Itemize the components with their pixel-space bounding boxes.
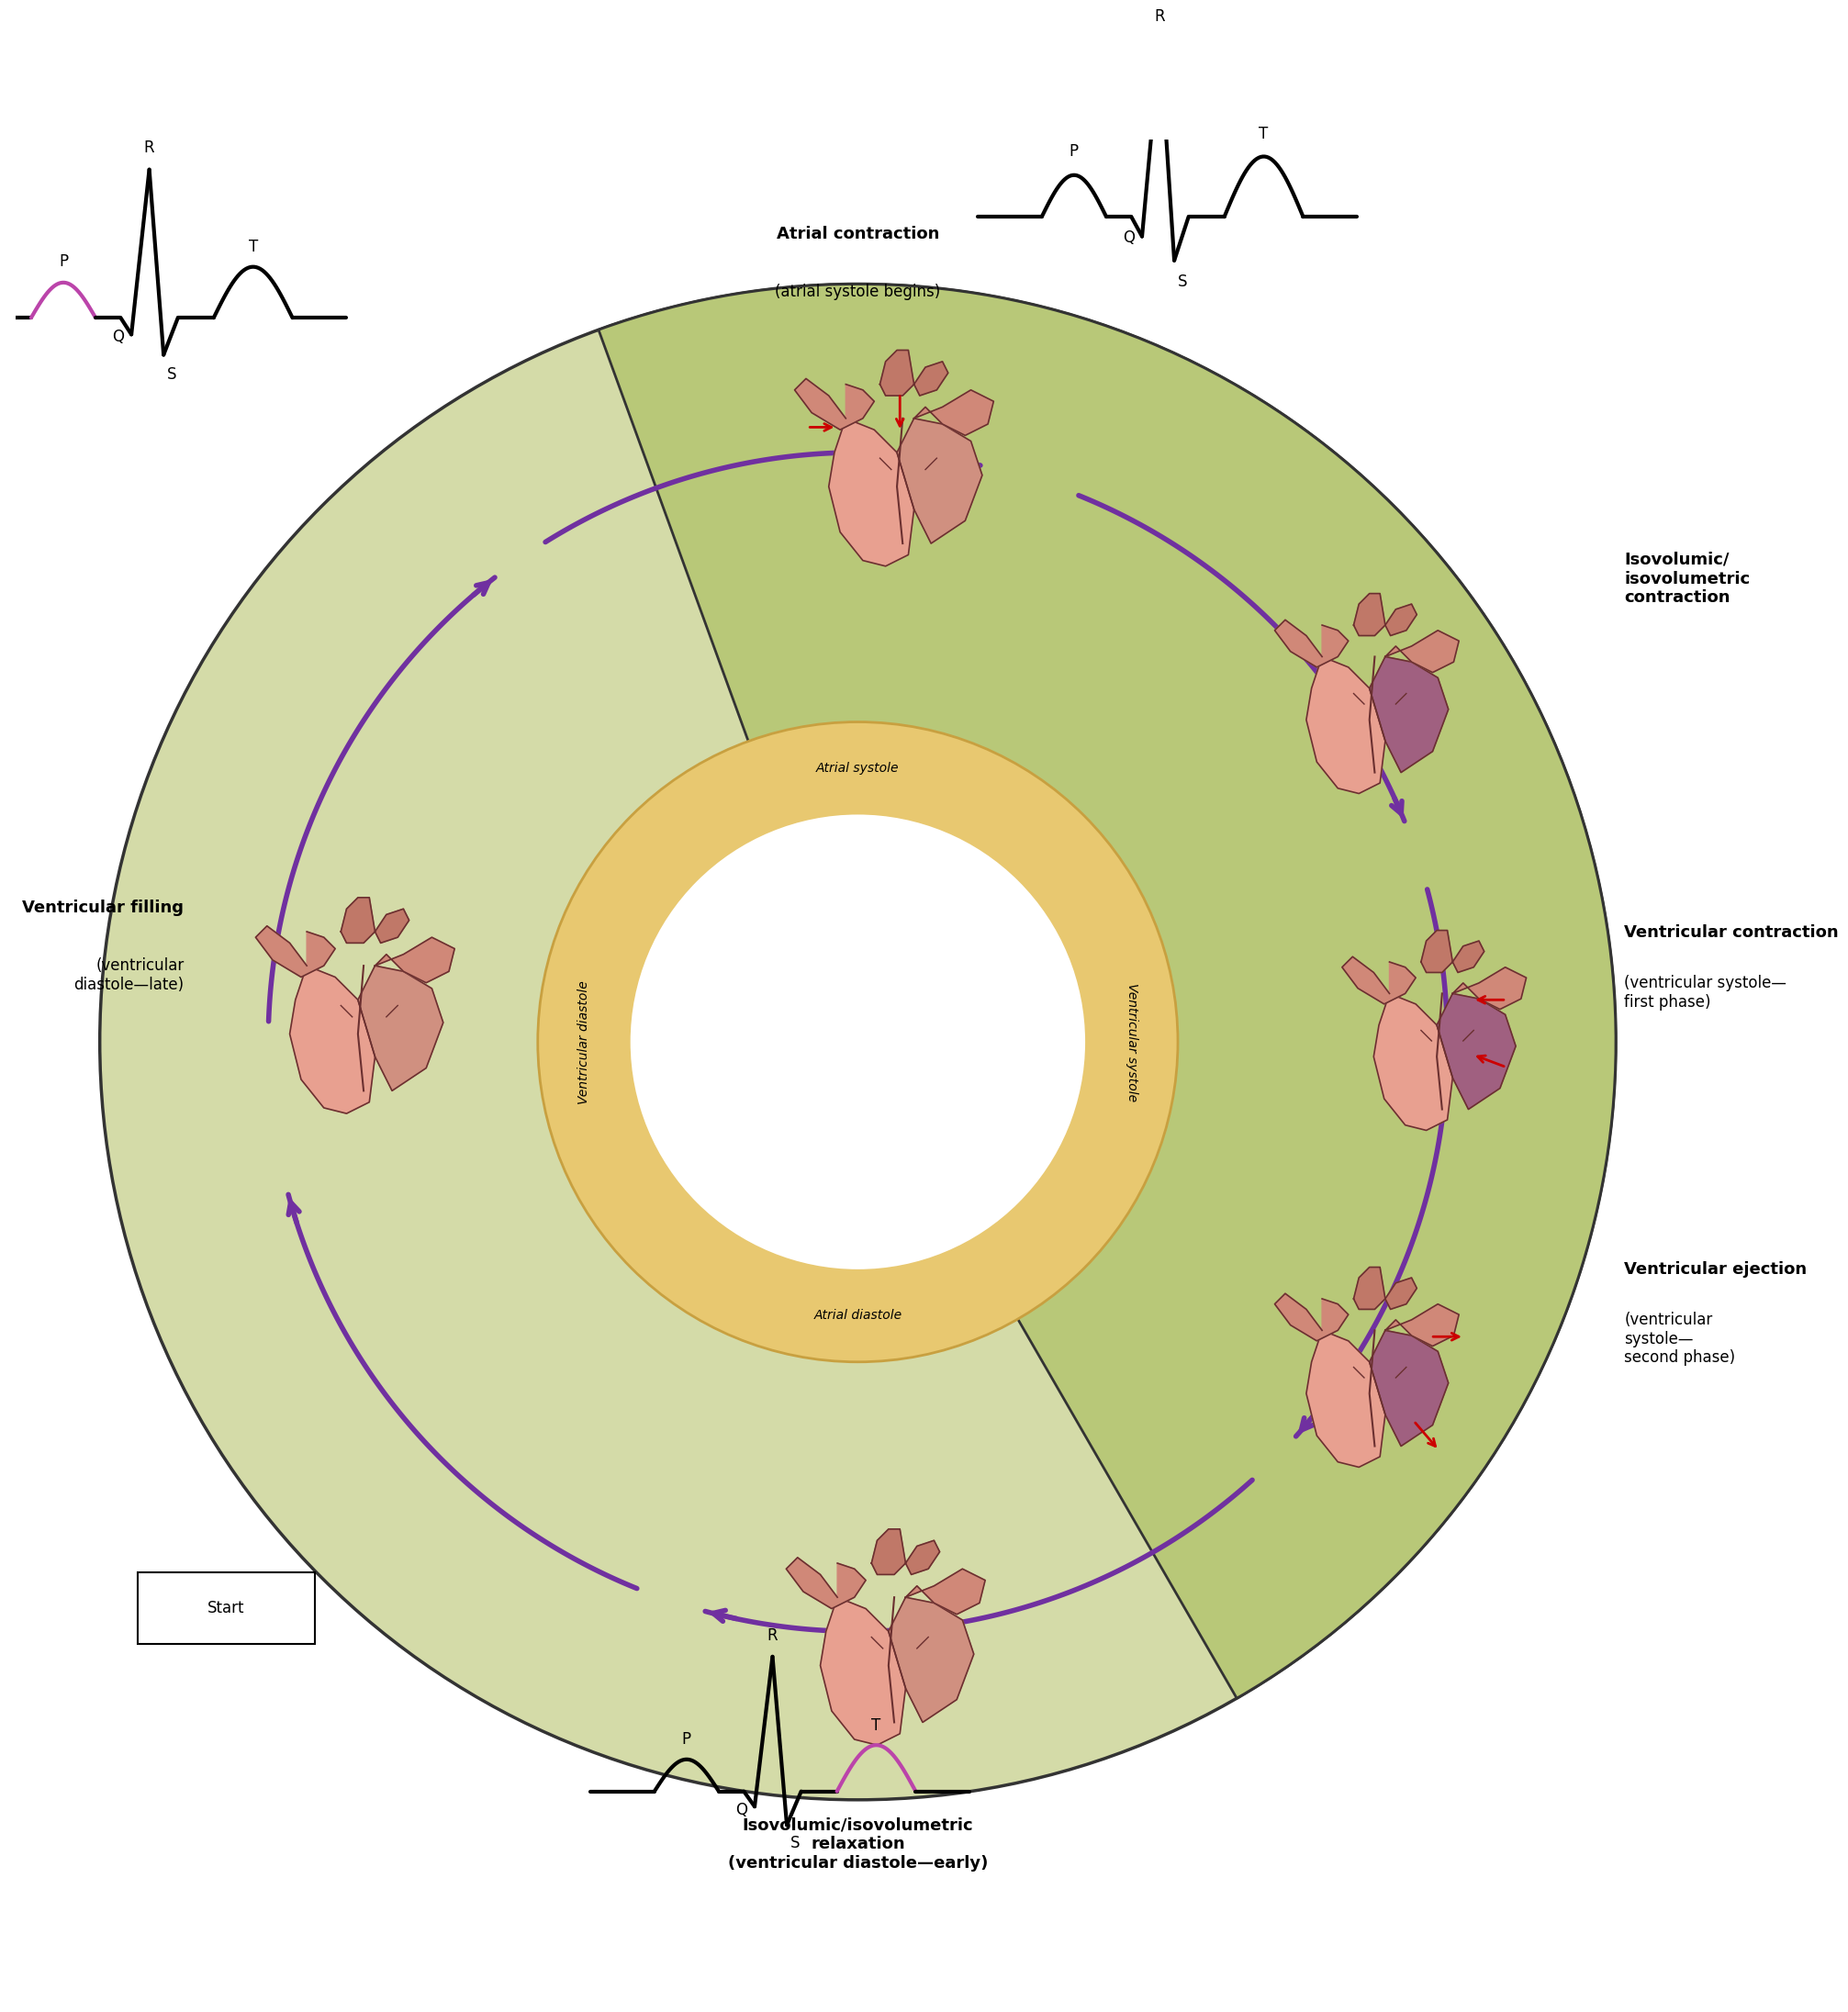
Text: Isovolumic/
isovolumetric
contraction: Isovolumic/ isovolumetric contraction [1624,551,1750,606]
Polygon shape [1386,1304,1458,1346]
Text: R: R [1155,8,1166,24]
Text: T: T [248,237,257,256]
Polygon shape [1275,1294,1349,1340]
Text: T: T [872,1718,881,1734]
FancyBboxPatch shape [139,1573,314,1644]
Text: R: R [144,139,155,155]
Polygon shape [340,897,375,944]
Text: (ventricular
diastole—late): (ventricular diastole—late) [74,958,185,994]
Text: S: S [166,366,177,382]
Polygon shape [1386,604,1417,636]
Polygon shape [290,966,375,1113]
Polygon shape [359,966,444,1091]
Polygon shape [1275,620,1349,668]
Polygon shape [795,378,874,431]
Text: Atrial contraction: Atrial contraction [776,225,939,241]
Text: P: P [59,254,68,270]
Polygon shape [872,1529,906,1575]
Polygon shape [1307,656,1386,793]
Polygon shape [828,418,915,565]
Text: Start: Start [207,1600,244,1616]
Text: (ventricular systole—
first phase): (ventricular systole— first phase) [1624,974,1787,1010]
Text: P: P [682,1730,691,1748]
Polygon shape [1386,630,1458,672]
Polygon shape [906,1569,985,1614]
Text: P: P [1070,143,1079,159]
Polygon shape [896,418,983,543]
Polygon shape [1436,994,1515,1109]
Polygon shape [1386,1278,1417,1310]
Polygon shape [915,362,948,396]
Polygon shape [1369,656,1449,773]
Polygon shape [375,938,455,982]
Text: (atrial systole begins): (atrial systole begins) [774,284,941,300]
Polygon shape [1421,930,1453,972]
Text: Ventricular filling: Ventricular filling [22,899,185,915]
Polygon shape [1342,956,1416,1004]
Text: T: T [1258,125,1268,143]
Polygon shape [1353,594,1386,636]
Circle shape [630,815,1085,1270]
Text: S: S [1177,274,1188,290]
Text: Ventricular systole: Ventricular systole [1125,982,1138,1101]
Circle shape [538,722,1177,1362]
Polygon shape [1307,1330,1386,1467]
Polygon shape [1373,994,1453,1131]
Wedge shape [599,284,1615,1698]
Text: Q: Q [113,328,124,346]
Polygon shape [785,1557,867,1610]
Text: Q: Q [1124,229,1135,245]
Text: (ventricular
systole—
second phase): (ventricular systole— second phase) [1624,1312,1735,1366]
Text: Isovolumic/isovolumetric
relaxation
(ventricular diastole—early): Isovolumic/isovolumetric relaxation (ven… [728,1817,989,1871]
Text: Ventricular contraction: Ventricular contraction [1624,924,1839,942]
Polygon shape [1353,1268,1386,1310]
Polygon shape [915,390,994,435]
Polygon shape [1369,1330,1449,1447]
Text: Atrial systole: Atrial systole [817,763,900,775]
Polygon shape [1453,968,1526,1010]
Polygon shape [1453,942,1484,972]
Polygon shape [880,350,915,396]
Circle shape [100,284,1615,1801]
Text: Atrial diastole: Atrial diastole [813,1310,902,1322]
Text: R: R [767,1628,778,1644]
Polygon shape [255,926,334,978]
Text: S: S [791,1835,800,1851]
Polygon shape [889,1598,974,1722]
Text: Ventricular diastole: Ventricular diastole [578,980,591,1105]
Text: Ventricular ejection: Ventricular ejection [1624,1262,1807,1278]
Polygon shape [821,1598,906,1744]
Polygon shape [906,1541,939,1575]
Text: Q: Q [736,1801,747,1819]
Polygon shape [375,909,408,944]
